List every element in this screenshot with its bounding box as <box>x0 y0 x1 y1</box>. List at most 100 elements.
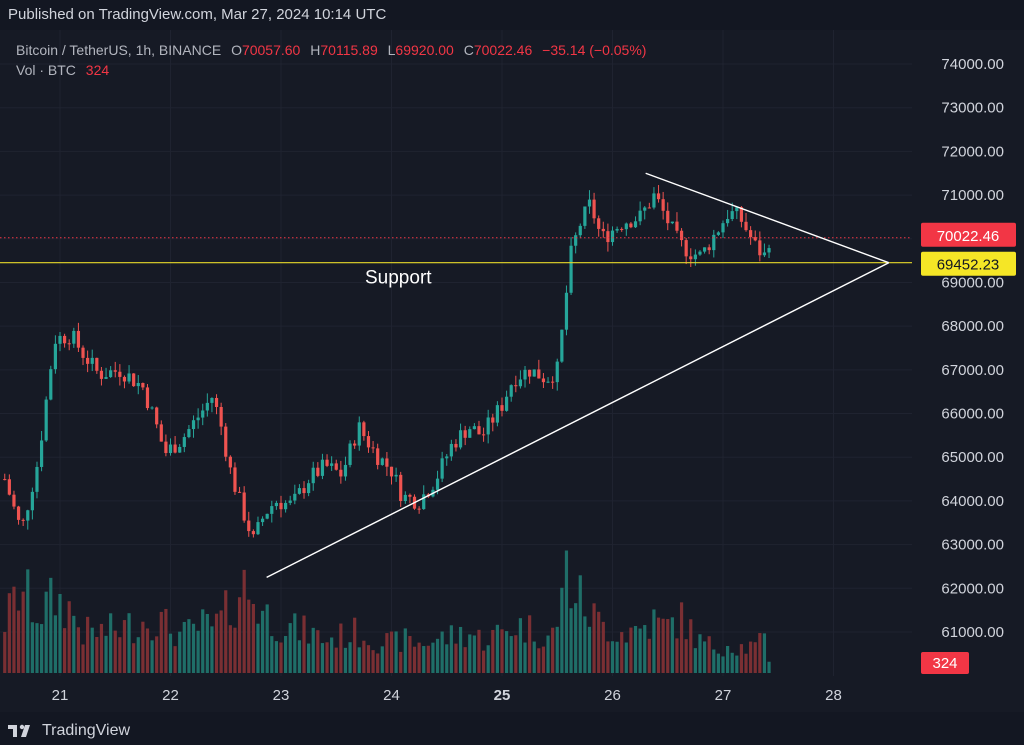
ohlc-row: Bitcoin / TetherUS, 1h, BINANCE O70057.6… <box>16 40 646 60</box>
brand[interactable]: TradingView <box>8 722 130 740</box>
volume-bar <box>270 636 274 673</box>
candle-body <box>113 370 117 372</box>
y-tick-label: 64000.00 <box>941 493 1004 510</box>
x-tick-label: 27 <box>715 687 732 704</box>
candle-body <box>214 397 219 407</box>
volume-bar <box>735 655 739 673</box>
candle-body <box>528 369 532 377</box>
candle-body <box>168 444 173 454</box>
candle-body <box>362 422 366 437</box>
volume-bar <box>81 644 85 673</box>
candle-body <box>592 199 596 219</box>
candle-body <box>454 443 458 448</box>
volume-bar <box>528 615 532 673</box>
volume-bar <box>656 617 661 673</box>
volume-bar <box>749 641 753 673</box>
candle-body <box>408 494 412 497</box>
candle-body <box>284 502 288 510</box>
candle-body <box>109 370 113 378</box>
volume-bar <box>237 597 242 673</box>
candle-body <box>712 234 716 251</box>
volume-bar <box>178 631 182 673</box>
candle-body <box>656 193 661 200</box>
volume-bar <box>744 653 748 673</box>
volume-bar <box>399 651 403 673</box>
volume-bar <box>509 636 513 673</box>
candle-body <box>39 440 44 467</box>
candle-body <box>468 429 472 438</box>
volume-bar <box>35 623 39 673</box>
candle-body <box>670 221 674 224</box>
volume-value: 324 <box>85 62 110 78</box>
candle-body <box>753 237 757 241</box>
volume-bar <box>30 622 34 673</box>
volume-bar <box>150 640 154 673</box>
volume-bar <box>182 621 186 673</box>
candle-body <box>735 207 739 212</box>
candle-body <box>523 369 527 380</box>
volume-bar <box>523 642 527 673</box>
volume-bar <box>491 629 495 673</box>
candle-body <box>288 500 292 503</box>
candle-body <box>334 463 338 470</box>
volume-bar <box>468 634 472 673</box>
candle-body <box>758 240 762 256</box>
volume-bar <box>689 619 693 673</box>
high-label: H <box>310 42 321 58</box>
candle-body <box>201 410 205 418</box>
volume-bar <box>343 647 348 673</box>
volume-bar <box>583 616 587 673</box>
volume-label: Vol · BTC <box>16 62 76 78</box>
volume-bar <box>99 623 104 673</box>
candle-body <box>541 378 546 383</box>
volume-bar <box>569 608 573 673</box>
volume-bar <box>560 587 564 673</box>
volume-bar <box>63 628 67 673</box>
volume-bar <box>495 624 499 673</box>
volume-bar <box>168 633 173 673</box>
volume-bar <box>118 637 122 673</box>
candle-body <box>320 459 325 476</box>
volume-bar <box>518 618 523 673</box>
candle-body <box>422 494 426 510</box>
volume-bar <box>652 609 656 673</box>
volume-bar <box>242 569 246 673</box>
candle-body <box>597 218 601 229</box>
candle-body <box>380 458 384 465</box>
x-axis: 21 22 23 24 25 26 27 28 <box>52 687 842 704</box>
candle-body <box>44 399 48 441</box>
volume-bar <box>141 621 145 673</box>
volume-bar <box>44 591 48 673</box>
y-tick-label: 63000.00 <box>941 537 1004 554</box>
x-tick-label: 26 <box>604 687 621 704</box>
tradingview-logo-icon <box>8 724 30 737</box>
candle-body <box>86 357 90 364</box>
support-label: Support <box>365 268 432 289</box>
volume-bar <box>716 653 720 673</box>
candle-body <box>228 456 232 468</box>
candle-body <box>716 232 720 235</box>
candle-body <box>72 330 76 344</box>
volume-bar <box>173 646 177 673</box>
volume-bar <box>422 646 426 673</box>
volume-bar <box>334 647 338 673</box>
candle-body <box>394 474 398 477</box>
candle-body <box>477 426 481 435</box>
volume-bar <box>311 627 315 673</box>
volume-bar <box>385 633 389 673</box>
candle-body <box>21 519 25 521</box>
volume-bar <box>702 641 707 673</box>
volume-bar <box>707 636 711 673</box>
candle-body <box>53 343 57 370</box>
volume-bar <box>389 631 394 673</box>
volume-bar <box>445 644 449 673</box>
volume-bar <box>353 617 357 673</box>
candle-body <box>90 357 94 364</box>
volume-bar <box>214 613 219 673</box>
candle-body <box>693 254 697 260</box>
candle-body <box>449 443 453 457</box>
volume-bar <box>403 628 407 673</box>
candle-body <box>141 383 145 388</box>
volume-bar <box>629 627 633 673</box>
